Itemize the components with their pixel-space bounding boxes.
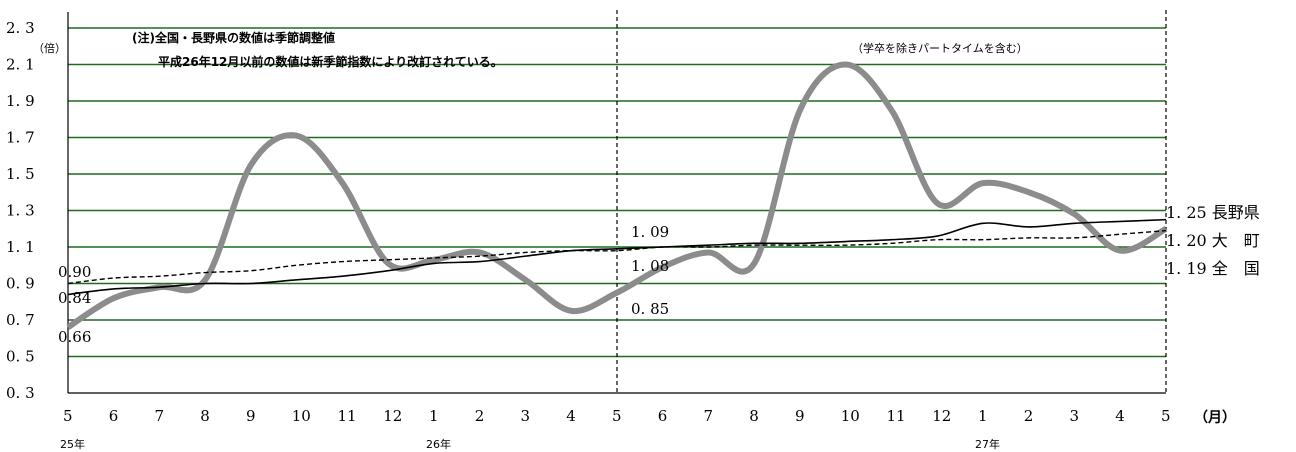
note-line-1: (注)全国・長野県の数値は季節調整値 bbox=[132, 30, 335, 45]
data-label: 0.66 bbox=[58, 328, 91, 346]
year-label: 26年 bbox=[426, 437, 451, 451]
x-tick-label: 5 bbox=[63, 407, 73, 425]
y-tick-label: 0. 9 bbox=[6, 275, 35, 293]
x-tick-label: 9 bbox=[246, 407, 256, 425]
series-line-全国 bbox=[67, 229, 1167, 285]
y-tick-label: 1. 3 bbox=[6, 202, 35, 220]
series-line-大町 bbox=[66, 61, 1168, 330]
y-tick-label: 1. 5 bbox=[6, 165, 35, 183]
x-tick-label: 5 bbox=[612, 407, 622, 425]
x-tick-label: 6 bbox=[658, 407, 668, 425]
y-tick-label: 0. 5 bbox=[6, 348, 35, 366]
series-lines bbox=[66, 61, 1168, 330]
x-tick-label: 4 bbox=[1115, 407, 1125, 425]
x-tick-label: 7 bbox=[155, 407, 165, 425]
x-tick-label: 1 bbox=[429, 407, 439, 425]
y-tick-label: 0. 7 bbox=[6, 311, 35, 329]
y-tick-labels: 0. 3 0. 5 0. 7 0. 9 1. 1 1. 3 1. 5 1. 7 1. 9 2. 1… bbox=[6, 19, 35, 402]
x-tick-label: 11 bbox=[338, 407, 357, 425]
chart-subtitle: （学卒を除きパートタイムを含む） bbox=[852, 41, 1028, 55]
y-tick-label: 0. 3 bbox=[6, 384, 35, 402]
data-label: 0.90 bbox=[58, 263, 91, 281]
x-tick-label: 11 bbox=[887, 407, 906, 425]
series-line-長野県 bbox=[67, 218, 1167, 296]
x-tick-label: 4 bbox=[566, 407, 576, 425]
axes bbox=[67, 10, 1167, 394]
data-label: 0.84 bbox=[58, 289, 91, 307]
data-labels: 0.90 0.84 0.66 1. 09 1. 08 0. 85 1. 25 長野県 1. 2… bbox=[58, 203, 1260, 346]
x-tick-label: 8 bbox=[200, 407, 210, 425]
y-tick-label: 1. 7 bbox=[6, 129, 35, 147]
y-unit-label: （倍） bbox=[33, 41, 66, 55]
x-tick-label: 2 bbox=[1024, 407, 1034, 425]
y-tick-label: 1. 9 bbox=[6, 92, 35, 110]
x-tick-label: 1 bbox=[978, 407, 988, 425]
year-label: 27年 bbox=[975, 437, 1000, 451]
note-line-2: 平成26年12月以前の数値は新季節指数により改訂されている。 bbox=[158, 54, 503, 69]
x-tick-label: 12 bbox=[383, 407, 402, 425]
end-label: 1. 25 長野県 bbox=[1166, 203, 1260, 222]
data-label: 1. 08 bbox=[631, 257, 669, 275]
x-tick-label: 2 bbox=[475, 407, 485, 425]
x-tick-label: 3 bbox=[521, 407, 531, 425]
x-tick-label: 7 bbox=[704, 407, 714, 425]
y-tick-label: 2. 1 bbox=[6, 56, 35, 74]
x-tick-label: 9 bbox=[795, 407, 805, 425]
x-tick-label: 5 bbox=[1161, 407, 1171, 425]
data-label: 0. 85 bbox=[631, 300, 669, 318]
year-label: 25年 bbox=[60, 437, 85, 451]
x-unit-label: （月） bbox=[1194, 410, 1236, 426]
y-tick-label: 2. 3 bbox=[6, 19, 35, 37]
x-tick-label: 12 bbox=[932, 407, 951, 425]
data-label: 1. 09 bbox=[631, 223, 669, 241]
x-tick-label: 10 bbox=[292, 407, 311, 425]
x-tick-label: 8 bbox=[749, 407, 759, 425]
x-tick-label: 3 bbox=[1070, 407, 1080, 425]
y-tick-label: 1. 1 bbox=[6, 238, 35, 256]
end-label: 1. 19 全 国 bbox=[1166, 259, 1260, 278]
x-tick-label: 6 bbox=[109, 407, 119, 425]
end-label: 1. 20 大 町 bbox=[1166, 231, 1260, 250]
x-tick-label: 10 bbox=[841, 407, 860, 425]
